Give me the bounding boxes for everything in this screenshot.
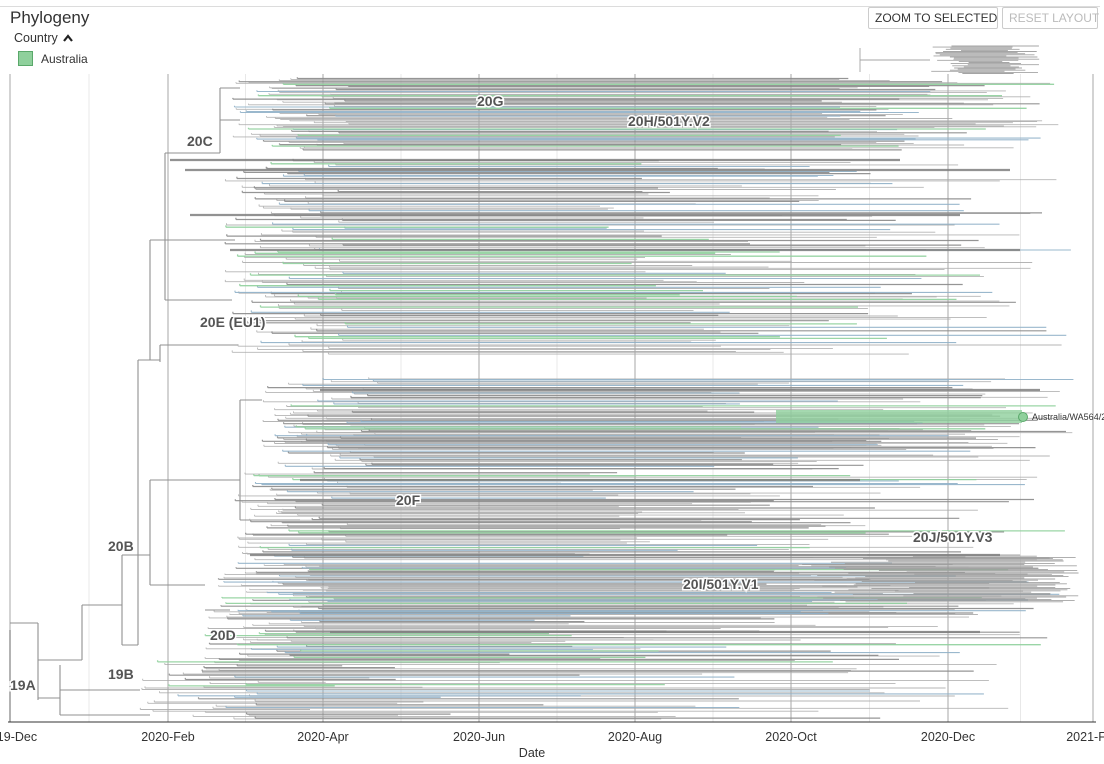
clade-label: 20B [108, 538, 134, 554]
axis-tick-label: 2021-Feb [1066, 730, 1104, 744]
axis-tick-label: 2020-Aug [608, 730, 662, 744]
clade-label: 19A [10, 677, 36, 693]
top-divider [0, 6, 1100, 7]
zoom-to-selected-button[interactable]: Zoom to selected [868, 7, 998, 29]
time-axis-ticks: 2019-Dec 2020-Feb 2020-Apr 2020-Jun 2020-Aug… [0, 730, 1104, 744]
panel-title: Phylogeny [10, 8, 90, 27]
axis-tick-label: 2020-Apr [297, 730, 348, 744]
tip-label: Australia/WA564/2020 [1032, 412, 1104, 422]
reset-layout-button[interactable]: Reset layout [1002, 7, 1099, 29]
axis-tick-label: 2019-Dec [0, 730, 37, 744]
legend-toggle[interactable]: Country [14, 31, 74, 45]
highlighted-tip[interactable]: Australia/WA564/2020 [776, 410, 1104, 423]
legend-swatch [18, 51, 33, 66]
axis-tick-label: 2020-Dec [921, 730, 975, 744]
axis-tick-label: 2020-Oct [765, 730, 817, 744]
clade-label: 20J/501Y.V3 [913, 529, 993, 545]
legend-title: Country [14, 31, 58, 45]
legend-label: Australia [41, 51, 88, 66]
clade-label: 20C [187, 133, 213, 149]
axis-tick-label: 2020-Feb [141, 730, 195, 744]
clade-label: 20H/501Y.V2 [628, 113, 710, 129]
clade-label: 20D [210, 627, 236, 643]
axis-tick-label: 2020-Jun [453, 730, 505, 744]
legend-item-australia[interactable]: Australia [18, 51, 88, 66]
clade-label: 20I/501Y.V1 [683, 576, 759, 592]
clade-labels: 19A 19B 20B 20D 20C 20G 20H/501Y.V2 20E (EU1) 20… [9, 92, 995, 695]
clade-label: 20F [396, 492, 421, 508]
axis-title: Date [519, 746, 545, 760]
clade-label: 19B [108, 666, 134, 682]
chevron-up-icon [62, 34, 73, 42]
clade-label: 20G [477, 93, 504, 109]
clade-label: 20E (EU1) [200, 314, 265, 330]
tree-branches [9, 45, 1079, 722]
tip-marker[interactable] [1018, 412, 1028, 422]
